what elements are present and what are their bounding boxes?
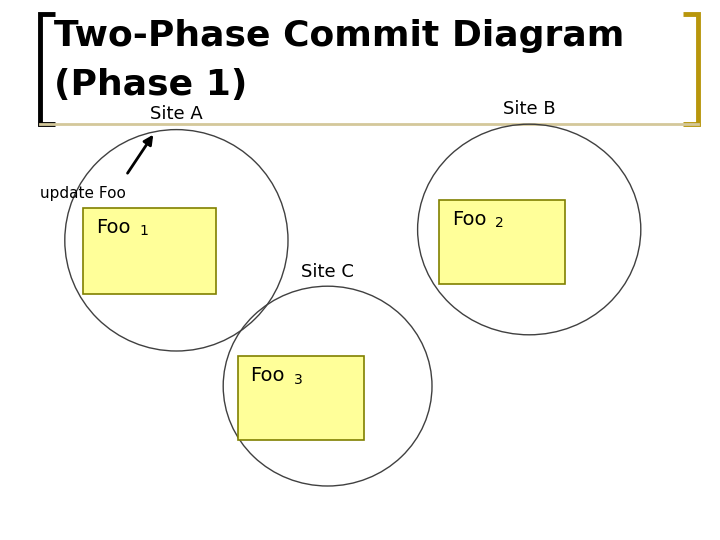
Text: Site B: Site B bbox=[503, 100, 556, 118]
Text: update Foo: update Foo bbox=[40, 186, 125, 201]
Text: Site C: Site C bbox=[301, 263, 354, 281]
Bar bbox=[439, 200, 565, 284]
Text: (Phase 1): (Phase 1) bbox=[54, 68, 248, 102]
Text: Site A: Site A bbox=[150, 105, 203, 123]
Text: Foo: Foo bbox=[96, 218, 130, 237]
Text: 3: 3 bbox=[294, 373, 302, 387]
Bar bbox=[83, 208, 216, 294]
Bar bbox=[238, 356, 364, 440]
Text: Two-Phase Commit Diagram: Two-Phase Commit Diagram bbox=[54, 19, 624, 53]
Text: 2: 2 bbox=[495, 216, 504, 230]
Text: Foo: Foo bbox=[251, 366, 285, 385]
Text: Foo: Foo bbox=[452, 210, 487, 228]
Text: 1: 1 bbox=[139, 224, 148, 238]
